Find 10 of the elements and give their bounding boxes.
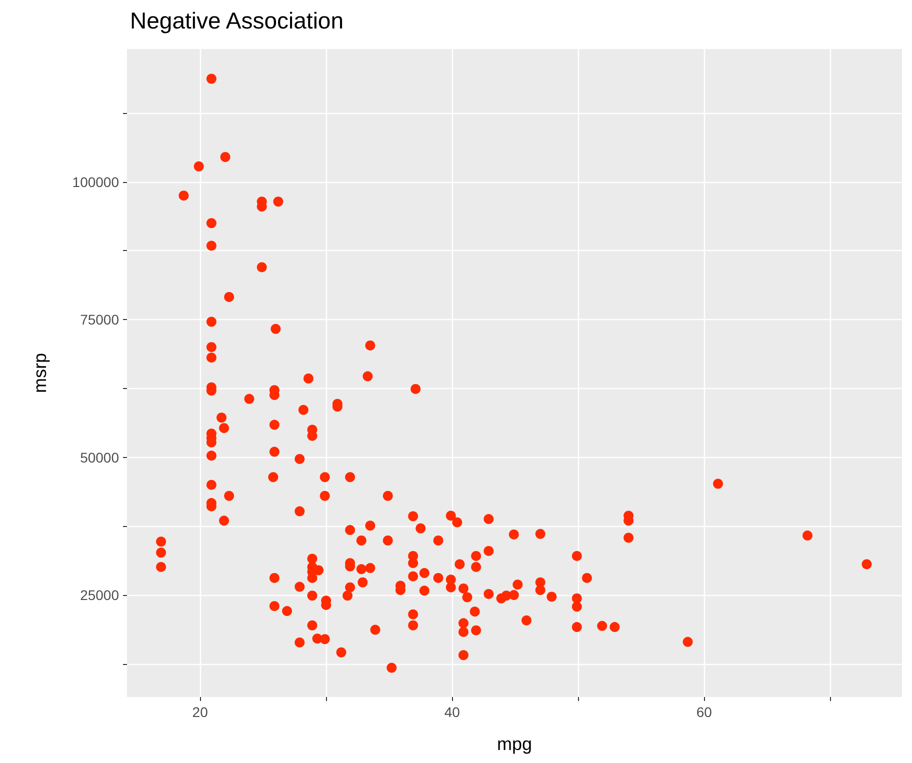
y-tick-label: 50000 [80,449,120,466]
y-tick-label: 75000 [80,312,120,328]
x-tick-label: 60 [696,704,712,720]
y-tick-label: 100000 [72,174,120,190]
y-axis-title: msrp [30,353,50,393]
x-axis-title: mpg [496,734,532,754]
y-tick-label: 25000 [80,587,120,604]
chart-title: Negative Association [130,8,344,34]
x-tick-label: 20 [192,704,208,720]
x-tick-label: 40 [444,704,460,720]
